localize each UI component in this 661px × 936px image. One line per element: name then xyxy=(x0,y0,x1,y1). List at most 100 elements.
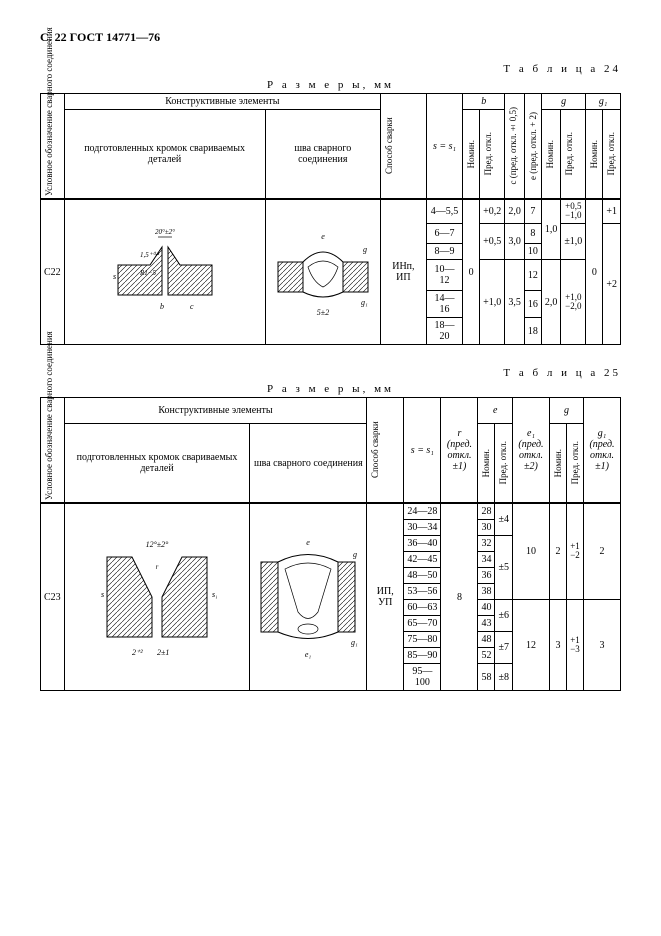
t25-weld-diagram: e g e₁ g₁ xyxy=(250,503,367,691)
svg-text:g₁: g₁ xyxy=(361,298,368,307)
svg-text:g: g xyxy=(363,245,367,254)
col-b: b xyxy=(463,94,505,110)
col-e: e (пред. откл. + 2) xyxy=(528,112,538,180)
table-cell: 4—5,5 xyxy=(426,199,462,224)
svg-text:e₁: e₁ xyxy=(305,650,312,659)
table-cell: 2 xyxy=(549,503,566,600)
table-cell: +0,2 xyxy=(480,199,505,224)
table-cell: ±8 xyxy=(495,664,513,691)
svg-text:20°±2°: 20°±2° xyxy=(155,228,175,236)
svg-text:s: s xyxy=(101,590,104,599)
svg-text:2±1: 2±1 xyxy=(157,648,169,657)
table-cell: 0 xyxy=(586,199,603,345)
table-cell: 30 xyxy=(478,520,495,536)
table-cell: +1,0 xyxy=(480,260,505,345)
t25-col-e-dev: Пред. откл. xyxy=(498,441,508,484)
col-g1: g₁ xyxy=(586,94,621,110)
table-cell: +0,5−1,0 xyxy=(561,199,586,224)
table-cell: 95—100 xyxy=(404,664,441,691)
col-b-nom: Номин. xyxy=(466,140,476,168)
t25-col-e: e xyxy=(478,398,513,424)
t25-designation: С23 xyxy=(41,503,65,691)
table-cell: 2,0 xyxy=(505,199,525,224)
table-cell: 52 xyxy=(478,648,495,664)
table-cell: 3 xyxy=(549,600,566,691)
table-cell: 2 xyxy=(584,503,621,600)
col-g-dev: Пред. откл. xyxy=(564,132,574,175)
table-cell: 12 xyxy=(524,260,541,291)
svg-text:s: s xyxy=(113,272,116,281)
svg-text:r: r xyxy=(156,563,159,571)
t25-col-e1: e₁ (пред. откл. ±2) xyxy=(512,398,549,504)
svg-text:R1−5: R1−5 xyxy=(139,269,156,277)
svg-text:1,5⁺⁰·⁵: 1,5⁺⁰·⁵ xyxy=(140,251,160,259)
table-cell: 7 xyxy=(524,199,541,224)
t25-col-e-nom: Номин. xyxy=(481,449,491,477)
table-cell: 40 xyxy=(478,600,495,616)
col-prep: подготовленных кромок свариваемых детале… xyxy=(64,110,265,200)
table-cell: ±7 xyxy=(495,632,513,664)
t25-prep-diagram: 12°±2° r s s₁ 2⁺² 2±1 xyxy=(64,503,250,691)
table-cell: 53—56 xyxy=(404,584,441,600)
col-method: Способ сварки xyxy=(384,96,394,196)
t25-method: ИП, УП xyxy=(367,503,404,691)
table-cell: 0 xyxy=(463,199,480,345)
svg-text:5±2: 5±2 xyxy=(317,308,329,317)
col-konst: Конструктивные элементы xyxy=(64,94,380,110)
table-cell: ±4 xyxy=(495,503,513,536)
t25-col-r: r (пред. откл. ±1) xyxy=(441,398,478,504)
t25-col-g1: g₁ (пред. откл. ±1) xyxy=(584,398,621,504)
table-cell: +1,0−2,0 xyxy=(561,260,586,345)
table-cell: +2 xyxy=(603,224,621,345)
svg-text:2⁺²: 2⁺² xyxy=(132,648,143,657)
table24-dims: Р а з м е р ы, мм xyxy=(40,79,621,91)
table-cell: 36 xyxy=(478,568,495,584)
t25-col-g: g xyxy=(549,398,583,424)
t25-col-g-nom: Номин. xyxy=(553,449,563,477)
svg-text:12°±2°: 12°±2° xyxy=(146,540,170,549)
col-g-nom: Номин. xyxy=(545,140,555,168)
svg-text:b: b xyxy=(160,302,164,311)
table-cell: ±6 xyxy=(495,600,513,632)
table-cell: 3,5 xyxy=(505,260,525,345)
svg-text:e: e xyxy=(321,232,325,241)
t24-weld-diagram: e g 5±2 g₁ xyxy=(265,199,381,345)
table-cell: 18—20 xyxy=(426,318,462,345)
table-cell: 75—80 xyxy=(404,632,441,648)
col-designation: Условное обозначение сварного соединения xyxy=(44,96,54,196)
t25-col-konst: Конструктивные элементы xyxy=(64,398,367,424)
table-cell: 12 xyxy=(512,600,549,691)
table-cell: 36—40 xyxy=(404,536,441,552)
table-cell: 2,0 xyxy=(541,260,561,345)
page-header: С. 22 ГОСТ 14771—76 xyxy=(40,30,621,45)
col-g1-dev: Пред. откл. xyxy=(606,132,616,175)
table-cell: +1 xyxy=(603,199,621,224)
table-cell: 1,0 xyxy=(541,199,561,260)
table-cell: 32 xyxy=(478,536,495,552)
t25-col-designation: Условное обозначение сварного соединения xyxy=(44,400,54,500)
table-cell: 58 xyxy=(478,664,495,691)
table-cell: 48 xyxy=(478,632,495,648)
col-s: s = s₁ xyxy=(426,94,462,200)
table25-label: Т а б л и ц а 25 xyxy=(40,367,621,379)
t25-col-g-dev: Пред. откл. xyxy=(570,441,580,484)
table-cell: 43 xyxy=(478,616,495,632)
table-cell: +0,5 xyxy=(480,224,505,260)
table-cell: 60—63 xyxy=(404,600,441,616)
t25-col-weld: шва сварного соединения xyxy=(250,424,367,504)
col-g1-nom: Номин. xyxy=(589,140,599,168)
t25-col-method: Способ сварки xyxy=(370,400,380,500)
t25-col-prep: подготовленных кромок свариваемых детале… xyxy=(64,424,250,504)
table25-dims: Р а з м е р ы, мм xyxy=(40,383,621,395)
table-cell: 28 xyxy=(478,503,495,520)
table-cell: 18 xyxy=(524,318,541,345)
svg-text:c: c xyxy=(190,302,194,311)
col-g: g xyxy=(541,94,586,110)
table-cell: +1−2 xyxy=(566,503,583,600)
table-cell: 8—9 xyxy=(426,244,462,260)
table-cell: ±5 xyxy=(495,536,513,600)
svg-text:g₁: g₁ xyxy=(351,638,358,647)
table-cell: 24—28 xyxy=(404,503,441,520)
table-cell: 6—7 xyxy=(426,224,462,244)
table-cell: ±1,0 xyxy=(561,224,586,260)
